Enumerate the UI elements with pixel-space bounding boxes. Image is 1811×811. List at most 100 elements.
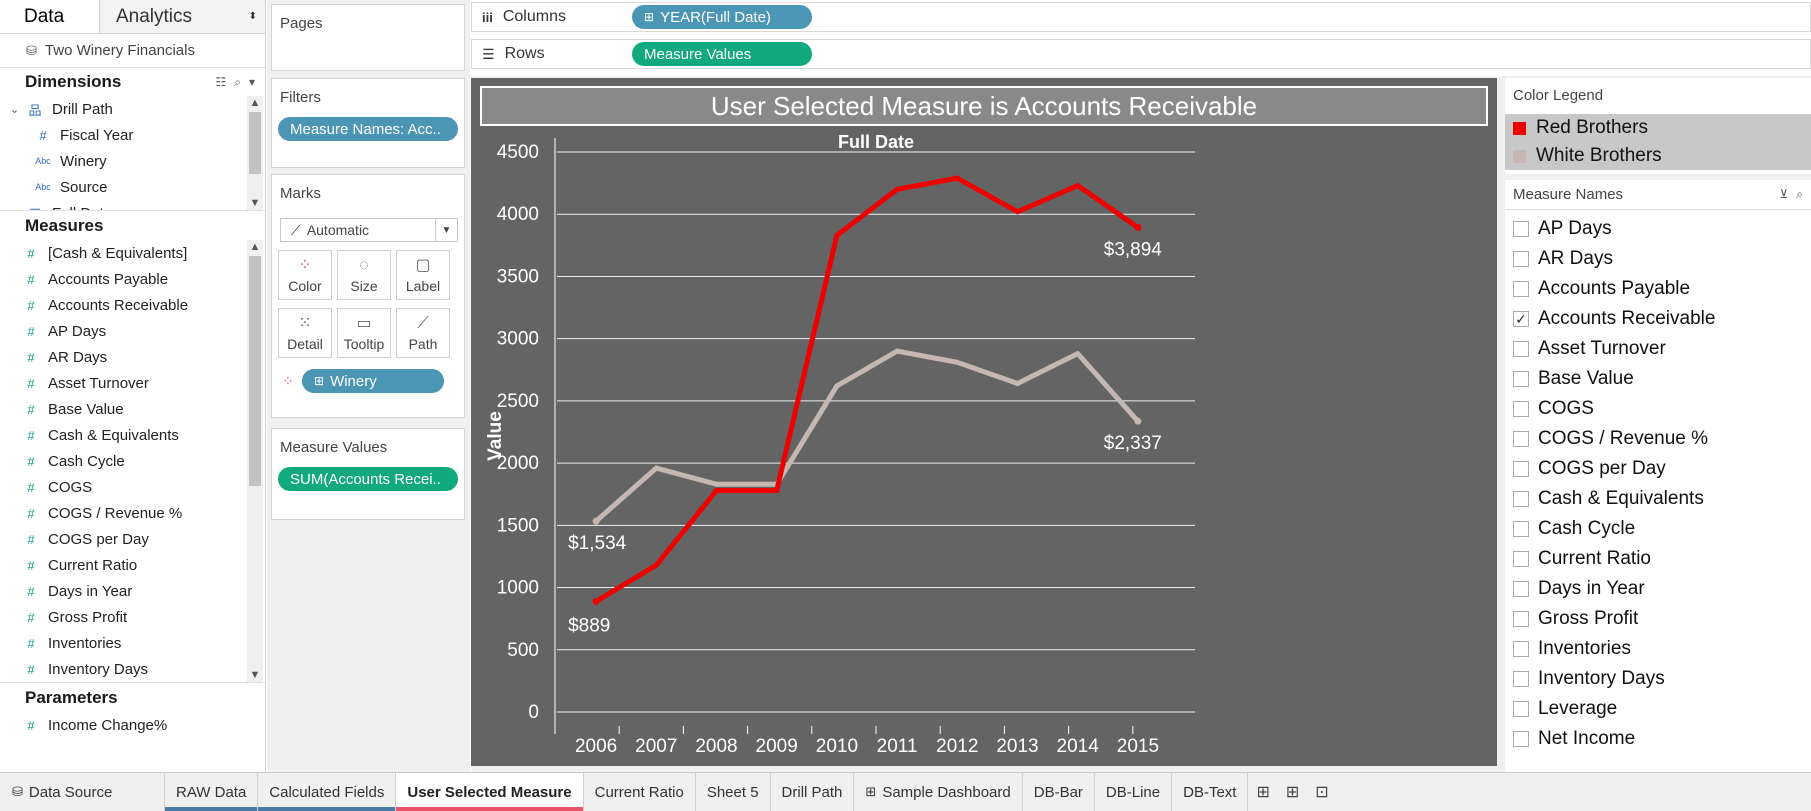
measure-name-item[interactable]: Days in Year [1505, 574, 1811, 604]
dimension-field[interactable]: Abc Source [0, 174, 265, 200]
path-mark-button[interactable]: ⟋ Path [396, 308, 450, 358]
checkbox[interactable] [1513, 461, 1529, 477]
columns-shelf[interactable]: iii Columns ⊞ YEAR(Full Date) [471, 2, 1811, 32]
measure-name-item[interactable]: Gross Profit [1505, 604, 1811, 634]
sheet-tab[interactable]: User Selected Measure [396, 773, 584, 811]
measure-values-pill[interactable]: SUM(Accounts Recei.. [278, 467, 458, 491]
measure-field[interactable]: # COGS per Day [0, 526, 265, 552]
measure-field[interactable]: # COGS / Revenue % [0, 500, 265, 526]
measure-name-item[interactable]: Net Income [1505, 724, 1811, 754]
new-worksheet-icon[interactable]: ⊞ [1256, 784, 1270, 801]
measure-field[interactable]: # Cash Cycle [0, 448, 265, 474]
measure-name-item[interactable]: COGS [1505, 394, 1811, 424]
filter-pill[interactable]: Measure Names: Acc.. [278, 117, 458, 141]
dimension-field[interactable]: ▦ Full Date [0, 200, 265, 211]
detail-mark-button[interactable]: ⁙ Detail [278, 308, 332, 358]
checkbox[interactable] [1513, 611, 1529, 627]
measure-field[interactable]: # Cash & Equivalents [0, 422, 265, 448]
measure-field[interactable]: # AP Days [0, 318, 265, 344]
sheet-tab[interactable]: ⊞ Sample Dashboard [854, 773, 1023, 811]
pill-expand-icon[interactable]: ⊞ [644, 10, 655, 24]
sheet-tab[interactable]: DB-Line [1095, 773, 1173, 811]
clear-filter-icon[interactable]: ⊻ [1779, 187, 1789, 201]
checkbox[interactable] [1513, 521, 1529, 537]
measure-name-item[interactable]: Leverage [1505, 694, 1811, 724]
checkbox[interactable] [1513, 341, 1529, 357]
sort-arrows-icon[interactable]: ⬍ [248, 11, 257, 22]
measure-name-item[interactable]: ✓ Accounts Receivable [1505, 304, 1811, 334]
checkbox[interactable] [1513, 701, 1529, 717]
new-dashboard-icon[interactable]: ⊞ [1285, 784, 1300, 801]
scroll-thumb[interactable] [249, 112, 261, 174]
tab-analytics[interactable]: Analytics ⬍ [100, 0, 265, 33]
measure-field[interactable]: # Accounts Receivable [0, 292, 265, 318]
measure-field[interactable]: # Current Ratio [0, 552, 265, 578]
checkbox[interactable] [1513, 371, 1529, 387]
measure-field[interactable]: # Inventories [0, 630, 265, 656]
checkbox[interactable]: ✓ [1513, 311, 1529, 327]
measure-name-item[interactable]: Inventories [1505, 634, 1811, 664]
datasource-row[interactable]: ⛁ Two Winery Financials [0, 34, 265, 68]
new-story-icon[interactable]: ⊡ [1315, 784, 1329, 801]
checkbox[interactable] [1513, 251, 1529, 267]
marks-winery-pill[interactable]: ⊞ Winery [302, 369, 444, 393]
checkbox[interactable] [1513, 491, 1529, 507]
measure-field[interactable]: # Accounts Payable [0, 266, 265, 292]
measure-name-item[interactable]: Current Ratio [1505, 544, 1811, 574]
checkbox[interactable] [1513, 731, 1529, 747]
color-mark-button[interactable]: ⁘ Color [278, 250, 332, 300]
sheet-tab[interactable]: ⛁ Data Source [0, 773, 165, 811]
dimension-field[interactable]: ⌄ 品 Drill Path [0, 96, 265, 122]
measure-name-item[interactable]: AP Days [1505, 214, 1811, 244]
tooltip-mark-button[interactable]: ▭ Tooltip [337, 308, 391, 358]
tab-data[interactable]: Data [0, 0, 100, 33]
scroll-thumb[interactable] [249, 256, 261, 486]
scroll-down-icon[interactable]: ▼ [249, 669, 261, 681]
measure-field[interactable]: # Inventory Days [0, 656, 265, 682]
mark-type-dropdown[interactable]: ⟋ Automatic ▼ [280, 218, 458, 242]
dimension-field[interactable]: Abc Winery [0, 148, 265, 174]
measure-name-item[interactable]: Cash Cycle [1505, 514, 1811, 544]
measure-name-item[interactable]: Base Value [1505, 364, 1811, 394]
measure-name-item[interactable]: COGS / Revenue % [1505, 424, 1811, 454]
sheet-tab[interactable]: Current Ratio [584, 773, 696, 811]
parameter-field[interactable]: # Income Change% [0, 712, 265, 738]
checkbox[interactable] [1513, 221, 1529, 237]
checkbox[interactable] [1513, 551, 1529, 567]
checkbox[interactable] [1513, 431, 1529, 447]
sheet-tab[interactable]: Calculated Fields [258, 773, 397, 811]
measure-name-item[interactable]: Accounts Payable [1505, 274, 1811, 304]
checkbox[interactable] [1513, 401, 1529, 417]
sheet-tab[interactable]: Sheet 5 [696, 773, 771, 811]
size-mark-button[interactable]: ◌ Size [337, 250, 391, 300]
measure-field[interactable]: # Base Value [0, 396, 265, 422]
checkbox[interactable] [1513, 671, 1529, 687]
search-icon[interactable]: ⌕ [1796, 187, 1803, 201]
view-toggle-icon[interactable]: ☷ [215, 74, 227, 89]
measure-name-item[interactable]: Cash & Equivalents [1505, 484, 1811, 514]
sheet-tab[interactable]: RAW Data [165, 773, 259, 811]
measures-scrollbar[interactable]: ▲ ▼ [247, 240, 263, 682]
checkbox[interactable] [1513, 281, 1529, 297]
chevron-down-icon[interactable]: ⌄ [10, 103, 20, 116]
sheet-tab[interactable]: DB-Text [1172, 773, 1249, 811]
measure-name-item[interactable]: COGS per Day [1505, 454, 1811, 484]
search-icon[interactable]: ⌕ [234, 74, 241, 89]
dimensions-scrollbar[interactable]: ▲ ▼ [247, 96, 263, 210]
checkbox[interactable] [1513, 641, 1529, 657]
rows-pill[interactable]: Measure Values [632, 42, 812, 66]
scroll-up-icon[interactable]: ▲ [249, 241, 261, 253]
sheet-tab[interactable]: DB-Bar [1023, 773, 1095, 811]
measure-field[interactable]: # AR Days [0, 344, 265, 370]
line-chart[interactable]: 0 500 1000 1500 2000 2500 3000 3500 4000 4500 2006… [471, 78, 1497, 766]
measure-field[interactable]: # Asset Turnover [0, 370, 265, 396]
filters-card[interactable]: Filters Measure Names: Acc.. [271, 78, 465, 168]
measure-field[interactable]: # [Cash & Equivalents] [0, 240, 265, 266]
columns-pill[interactable]: ⊞ YEAR(Full Date) [632, 5, 812, 29]
sheet-tab[interactable]: Drill Path [771, 773, 855, 811]
rows-shelf[interactable]: ☰ Rows Measure Values [471, 39, 1811, 69]
pill-expand-icon[interactable]: ⊞ [314, 374, 325, 388]
measure-name-item[interactable]: Asset Turnover [1505, 334, 1811, 364]
label-mark-button[interactable]: ▢ Label [396, 250, 450, 300]
chevron-down-icon[interactable]: ▼ [435, 219, 457, 241]
